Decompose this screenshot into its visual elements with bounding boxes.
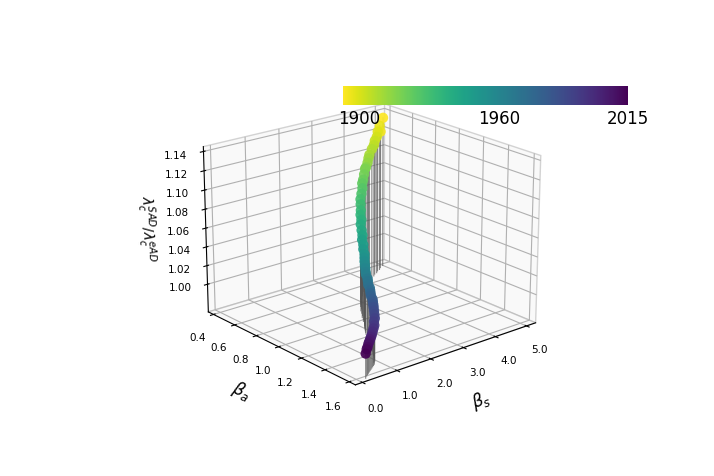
Y-axis label: $\beta_a$: $\beta_a$ <box>228 378 255 406</box>
X-axis label: $\beta_s$: $\beta_s$ <box>468 387 493 414</box>
